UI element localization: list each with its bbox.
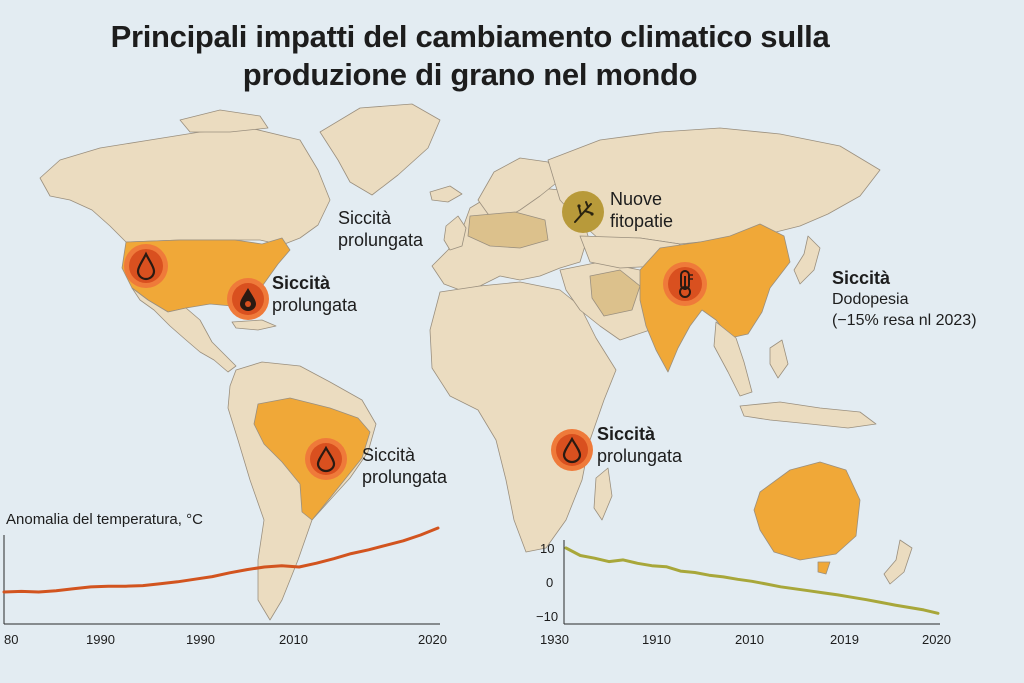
tasmania bbox=[817, 561, 831, 575]
temperature-chart bbox=[2, 526, 440, 625]
annotation-brazil-head: Siccità bbox=[362, 445, 416, 465]
annotation-europe: Siccità prolungata bbox=[338, 207, 423, 251]
annotation-asia-body: Dodopesia bbox=[832, 291, 909, 308]
arctic-islands bbox=[179, 109, 269, 133]
annotation-usa: Siccità prolungata bbox=[272, 272, 357, 316]
annotation-russia-body: fitopatie bbox=[610, 211, 674, 231]
philippines bbox=[769, 339, 789, 379]
annotation-russia: Nuove fitopatie bbox=[610, 188, 673, 232]
temperature-x-tick: 80 bbox=[4, 632, 19, 647]
yield-x-tick: 2020 bbox=[922, 632, 951, 647]
map-title-line2: produzione di grano nel mondo bbox=[242, 57, 698, 92]
yield-y-tick: −10 bbox=[536, 609, 559, 624]
southeast-asia bbox=[713, 321, 753, 397]
annotation-asia-head: Siccità bbox=[832, 268, 891, 288]
annotation-usa-body: prolungata bbox=[272, 295, 358, 315]
eastafrica-drop-icon bbox=[549, 427, 595, 473]
temperature-series-line bbox=[2, 526, 440, 594]
annotation-russia-head: Nuove bbox=[610, 189, 663, 209]
yield-x-tick: 1910 bbox=[642, 632, 671, 647]
map-title: Principali impatti del cambiamento clima… bbox=[60, 18, 880, 94]
china-india bbox=[639, 223, 791, 373]
temperature-x-tick: 1990 bbox=[86, 632, 115, 647]
iceland bbox=[429, 185, 463, 203]
temperature-x-tick: 2020 bbox=[418, 632, 447, 647]
madagascar bbox=[593, 467, 613, 521]
annotation-brazil: Siccità prolungata bbox=[362, 444, 447, 488]
annotation-eastafrica-body: prolungata bbox=[597, 446, 683, 466]
caribbean bbox=[231, 319, 277, 331]
annotation-europe-head: Siccità bbox=[338, 208, 392, 228]
annotation-eastafrica-head: Siccità bbox=[597, 424, 656, 444]
map-title-line1: Principali impatti del cambiamento clima… bbox=[110, 19, 830, 54]
japan bbox=[793, 235, 821, 285]
yield-y-tick: 10 bbox=[540, 541, 555, 556]
british-isles bbox=[443, 215, 467, 251]
usa-drop-icon bbox=[225, 276, 271, 322]
iran bbox=[589, 269, 641, 317]
yield-y-tick: 0 bbox=[546, 575, 554, 590]
ukraine bbox=[467, 211, 549, 249]
yield-chart bbox=[563, 540, 940, 625]
africa bbox=[429, 281, 617, 553]
annotation-eastafrica: Siccità prolungata bbox=[597, 423, 682, 467]
annotation-brazil-body: prolungata bbox=[362, 467, 448, 487]
yield-x-tick: 1930 bbox=[540, 632, 569, 647]
annotation-usa-head: Siccità bbox=[272, 273, 331, 293]
temperature-x-tick: 1990 bbox=[186, 632, 215, 647]
yield-series-line bbox=[564, 546, 940, 615]
temperature-chart-title: Anomalia del temperatura, °C bbox=[6, 511, 203, 528]
russia-plant-disease-icon bbox=[561, 190, 605, 234]
brazil-drop-icon bbox=[303, 436, 349, 482]
temperature-x-tick: 2010 bbox=[279, 632, 308, 647]
indonesia bbox=[739, 401, 877, 429]
australia bbox=[753, 461, 861, 561]
annotation-asia: Siccità Dodopesia (−15% resa nl 2023) bbox=[832, 267, 977, 331]
mexico-central-america bbox=[131, 287, 237, 373]
asia-thermometer-icon bbox=[661, 260, 709, 308]
new-zealand bbox=[883, 539, 913, 585]
usa-west-drop-icon bbox=[122, 242, 170, 290]
greenland bbox=[319, 103, 441, 196]
yield-x-tick: 2019 bbox=[830, 632, 859, 647]
north-america-north bbox=[39, 127, 331, 246]
annotation-asia-sub: (−15% resa nl 2023) bbox=[832, 312, 977, 329]
annotation-europe-body: prolungata bbox=[338, 230, 424, 250]
yield-x-tick: 2010 bbox=[735, 632, 764, 647]
